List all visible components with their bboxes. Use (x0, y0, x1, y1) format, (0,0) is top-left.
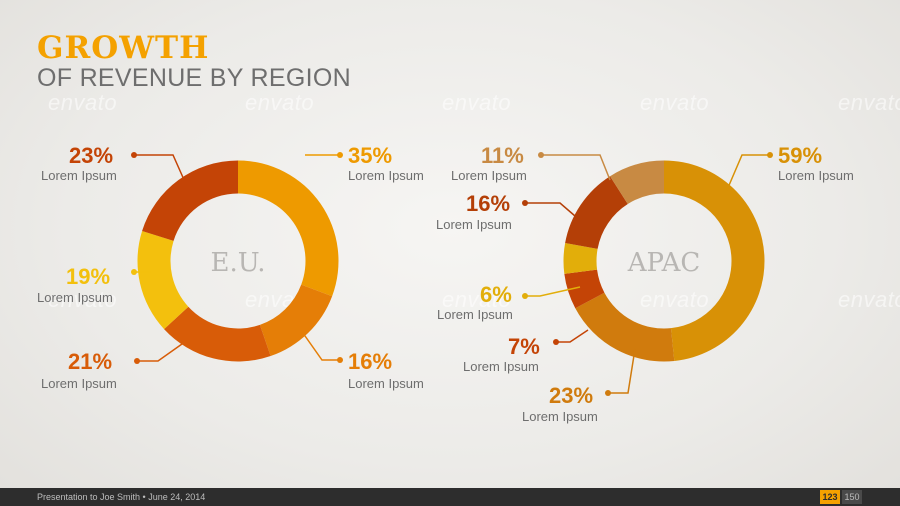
eu-slice-2 (164, 306, 271, 362)
eu-slice-23-value: 23% (69, 143, 114, 168)
apac-slice-11-caption: Lorem Ipsum (451, 168, 527, 183)
apac-slice-11-value: 11% (481, 143, 524, 168)
watermark: envato (48, 90, 118, 115)
apac-slice-0 (664, 160, 765, 361)
eu-leader-dot-4 (131, 152, 137, 158)
apac-leader-line-4 (525, 202, 576, 217)
eu-slice-35-caption: Lorem Ipsum (348, 168, 424, 183)
eu-slice-23-caption: Lorem Ipsum (41, 168, 117, 183)
apac-center-label: APAC (627, 248, 701, 278)
apac-slice-7-caption: Lorem Ipsum (463, 359, 539, 374)
apac-leader-dot-5 (538, 152, 544, 158)
apac-slice-7-value: 7% (508, 334, 540, 359)
apac-slice-5 (610, 160, 664, 205)
apac-leader-line-2 (556, 329, 589, 343)
apac-slice-23-value: 23% (549, 383, 594, 408)
apac-slice-16-caption: Lorem Ipsum (436, 217, 512, 232)
page-total: 150 (842, 490, 862, 504)
eu-leader-dot-3 (131, 269, 137, 275)
eu-slice-19-value: 19% (66, 264, 111, 289)
eu-leader-dot-0 (337, 152, 343, 158)
apac-slice-4 (565, 176, 628, 249)
apac-slice-16-value: 16% (466, 191, 511, 216)
apac-leader-line-0 (726, 154, 770, 191)
apac-leader-dot-3 (522, 293, 528, 299)
page-current[interactable]: 123 (820, 490, 840, 504)
watermark: envato (640, 287, 710, 312)
watermark: envato (640, 90, 710, 115)
eu-slice-35-value: 35% (348, 143, 393, 168)
apac-slice-6-caption: Lorem Ipsum (437, 307, 513, 322)
page-title: GROWTH (37, 30, 210, 66)
eu-slice-0 (238, 160, 339, 297)
apac-leader-dot-4 (522, 200, 528, 206)
apac-slice-1 (575, 292, 675, 362)
apac-leader-dot-2 (553, 339, 559, 345)
footer-bar: Presentation to Joe Smith • June 24, 201… (0, 488, 900, 506)
apac-slice-23-caption: Lorem Ipsum (522, 409, 598, 424)
apac-slice-59-caption: Lorem Ipsum (778, 168, 854, 183)
apac-slice-2 (564, 269, 605, 309)
watermark: envato (838, 287, 900, 312)
watermark: envato (245, 90, 315, 115)
eu-slice-21-caption: Lorem Ipsum (41, 376, 117, 391)
eu-slice-19-caption: Lorem Ipsum (37, 290, 113, 305)
watermark: envato (442, 90, 512, 115)
apac-leader-line-3 (525, 286, 581, 297)
page-subtitle: OF REVENUE BY REGION (37, 64, 351, 92)
apac-leader-line-5 (541, 154, 611, 181)
eu-leader-line-1 (297, 325, 340, 361)
apac-leader-dot-1 (605, 390, 611, 396)
eu-leader-dot-2 (134, 358, 140, 364)
eu-leader-dot-1 (337, 357, 343, 363)
eu-slice-21-value: 21% (68, 349, 113, 374)
apac-slice-59-value: 59% (778, 143, 823, 168)
footer-text: Presentation to Joe Smith • June 24, 201… (37, 492, 206, 502)
eu-center-label: E.U. (210, 248, 266, 278)
apac-leader-line-1 (608, 348, 636, 394)
watermark: envato (838, 90, 900, 115)
eu-slice-16-caption: Lorem Ipsum (348, 376, 424, 391)
eu-slice-4 (142, 160, 238, 241)
eu-leader-line-2 (137, 343, 183, 362)
eu-slice-1 (259, 284, 333, 357)
watermark: envato (442, 287, 512, 312)
apac-slice-3 (563, 242, 598, 274)
eu-slice-3 (137, 230, 189, 330)
eu-leader-line-4 (134, 154, 186, 183)
apac-slice-6-value: 6% (480, 282, 512, 307)
eu-slice-16-value: 16% (348, 349, 393, 374)
apac-leader-dot-0 (767, 152, 773, 158)
watermark: envato (48, 287, 118, 312)
